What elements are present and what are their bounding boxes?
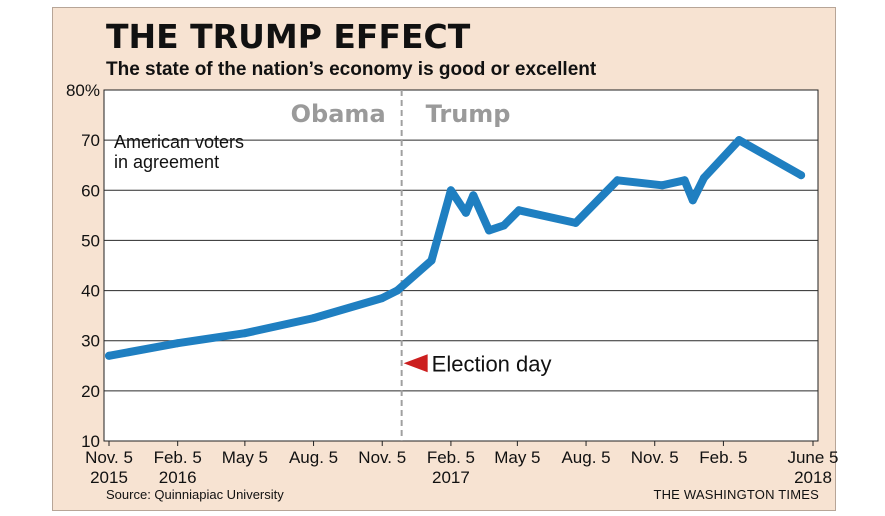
x-tick-year-label: 2018 (794, 468, 832, 487)
data-point (485, 226, 493, 235)
x-tick-label: Nov. 5 (358, 448, 406, 467)
x-tick-label: May 5 (494, 448, 540, 467)
series-label-line2: in agreement (114, 152, 219, 172)
data-point (571, 218, 580, 227)
y-tick-label: 70 (81, 131, 100, 150)
data-point (427, 256, 436, 265)
y-tick-label: 50 (81, 231, 100, 250)
y-tick-label: 40 (81, 282, 100, 301)
data-point (469, 191, 478, 200)
x-tick-label: Feb. 5 (699, 448, 747, 467)
data-point (700, 173, 708, 182)
chart-title: THE TRUMP EFFECT (106, 17, 471, 56)
data-point (240, 329, 249, 338)
x-tick-label: June 5 (787, 448, 838, 467)
data-point (499, 221, 508, 230)
x-tick-year-label: 2015 (90, 468, 128, 487)
data-point (658, 181, 667, 190)
election-day-arrow-icon (403, 354, 428, 373)
data-point (613, 176, 622, 185)
x-tick-label: May 5 (222, 448, 268, 467)
x-tick-label: Feb. 5 (427, 448, 475, 467)
period-label-obama: Obama (291, 100, 386, 128)
publisher-credit: THE WASHINGTON TIMES (653, 487, 819, 502)
data-point (173, 339, 182, 348)
data-point (378, 294, 387, 303)
source-note: Source: Quinniapiac University (106, 487, 284, 502)
data-point (797, 171, 806, 180)
x-tick-label: Nov. 5 (631, 448, 679, 467)
series-label-line1: American voters (114, 132, 244, 152)
y-tick-label: 60 (81, 181, 100, 200)
data-point (309, 314, 318, 323)
x-tick-year-label: 2016 (159, 468, 197, 487)
x-tick-label: Aug. 5 (561, 448, 610, 467)
y-tick-label: 20 (81, 382, 100, 401)
chart-subtitle: The state of the nation’s economy is goo… (106, 59, 597, 80)
x-tick-label: Nov. 5 (85, 448, 133, 467)
x-tick-label: Aug. 5 (289, 448, 338, 467)
plot-area (103, 89, 819, 442)
x-tick-year-label: 2017 (432, 468, 470, 487)
data-point (446, 186, 455, 195)
data-point (735, 136, 744, 145)
data-point (514, 206, 523, 215)
election-day-label: Election day (432, 351, 552, 376)
data-point (393, 286, 402, 295)
data-point (680, 176, 689, 185)
y-tick-label: 10 (81, 432, 100, 451)
x-tick-label: Feb. 5 (154, 448, 202, 467)
period-label-trump: Trump (426, 100, 511, 128)
y-tick-label: 30 (81, 332, 100, 351)
y-tick-label: 80% (66, 81, 100, 100)
data-point (105, 351, 113, 360)
data-point (461, 208, 470, 217)
data-point (688, 196, 697, 205)
